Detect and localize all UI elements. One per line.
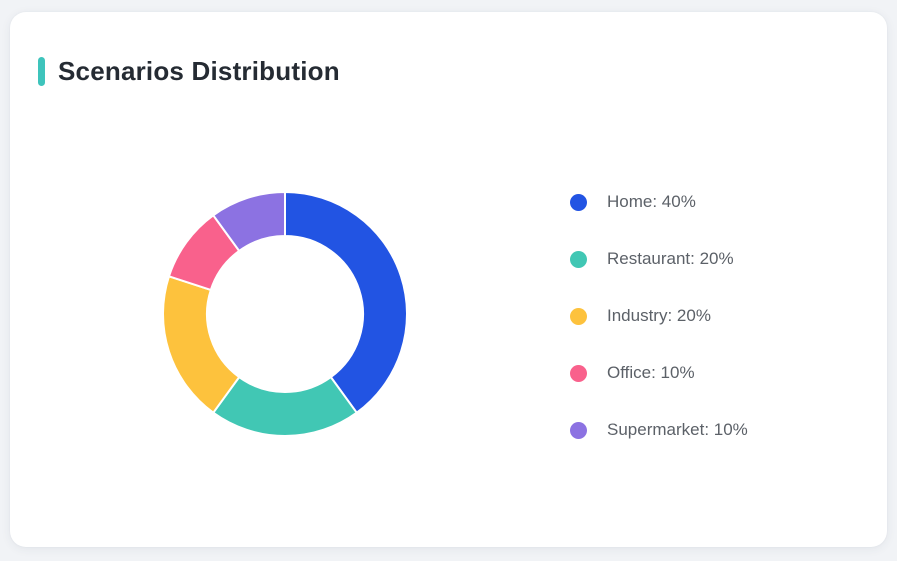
legend-item-office[interactable]: Office: 10% — [570, 361, 748, 385]
legend-item-home[interactable]: Home: 40% — [570, 190, 748, 214]
chart-legend: Home: 40% Restaurant: 20% Industry: 20% Off… — [570, 190, 748, 442]
legend-item-industry[interactable]: Industry: 20% — [570, 304, 748, 328]
legend-label: Industry: 20% — [607, 306, 711, 325]
legend-item-restaurant[interactable]: Restaurant: 20% — [570, 247, 748, 271]
legend-item-supermarket[interactable]: Supermarket: 10% — [570, 418, 748, 442]
donut-segment-industry[interactable] — [162, 275, 241, 414]
donut-segment-restaurant[interactable] — [212, 376, 358, 437]
donut-segment-supermarket[interactable] — [212, 191, 286, 252]
donut-chart[interactable] — [160, 189, 410, 439]
legend-dot-home — [570, 193, 587, 211]
legend-dot-supermarket — [570, 421, 587, 439]
donut-segment-home[interactable] — [284, 191, 408, 414]
legend-label: Supermarket: 10% — [607, 420, 748, 439]
page-title: Scenarios Distribution — [58, 56, 340, 86]
legend-dot-restaurant — [570, 250, 587, 268]
legend-dot-office — [570, 364, 587, 382]
scenarios-distribution-card: Scenarios Distribution Home: 40% Restaura… — [10, 12, 887, 547]
legend-label: Restaurant: 20% — [607, 249, 734, 268]
card-header: Scenarios Distribution — [38, 56, 340, 87]
legend-label: Home: 40% — [607, 192, 696, 211]
legend-dot-industry — [570, 307, 587, 325]
legend-label: Office: 10% — [607, 363, 695, 382]
title-accent-bar — [38, 57, 45, 86]
